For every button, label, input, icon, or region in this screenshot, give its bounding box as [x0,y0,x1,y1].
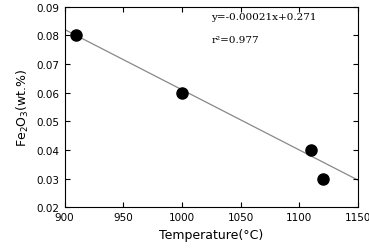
Point [308,148,314,152]
Point [320,177,326,181]
Y-axis label: Fe$_2$O$_3$(wt.%): Fe$_2$O$_3$(wt.%) [15,68,31,146]
Text: y=-0.00021x+0.271: y=-0.00021x+0.271 [211,13,317,22]
Point [73,34,79,38]
Point [179,91,185,95]
Text: r²=0.977: r²=0.977 [211,36,259,45]
X-axis label: Temperature(°C): Temperature(°C) [159,228,263,241]
